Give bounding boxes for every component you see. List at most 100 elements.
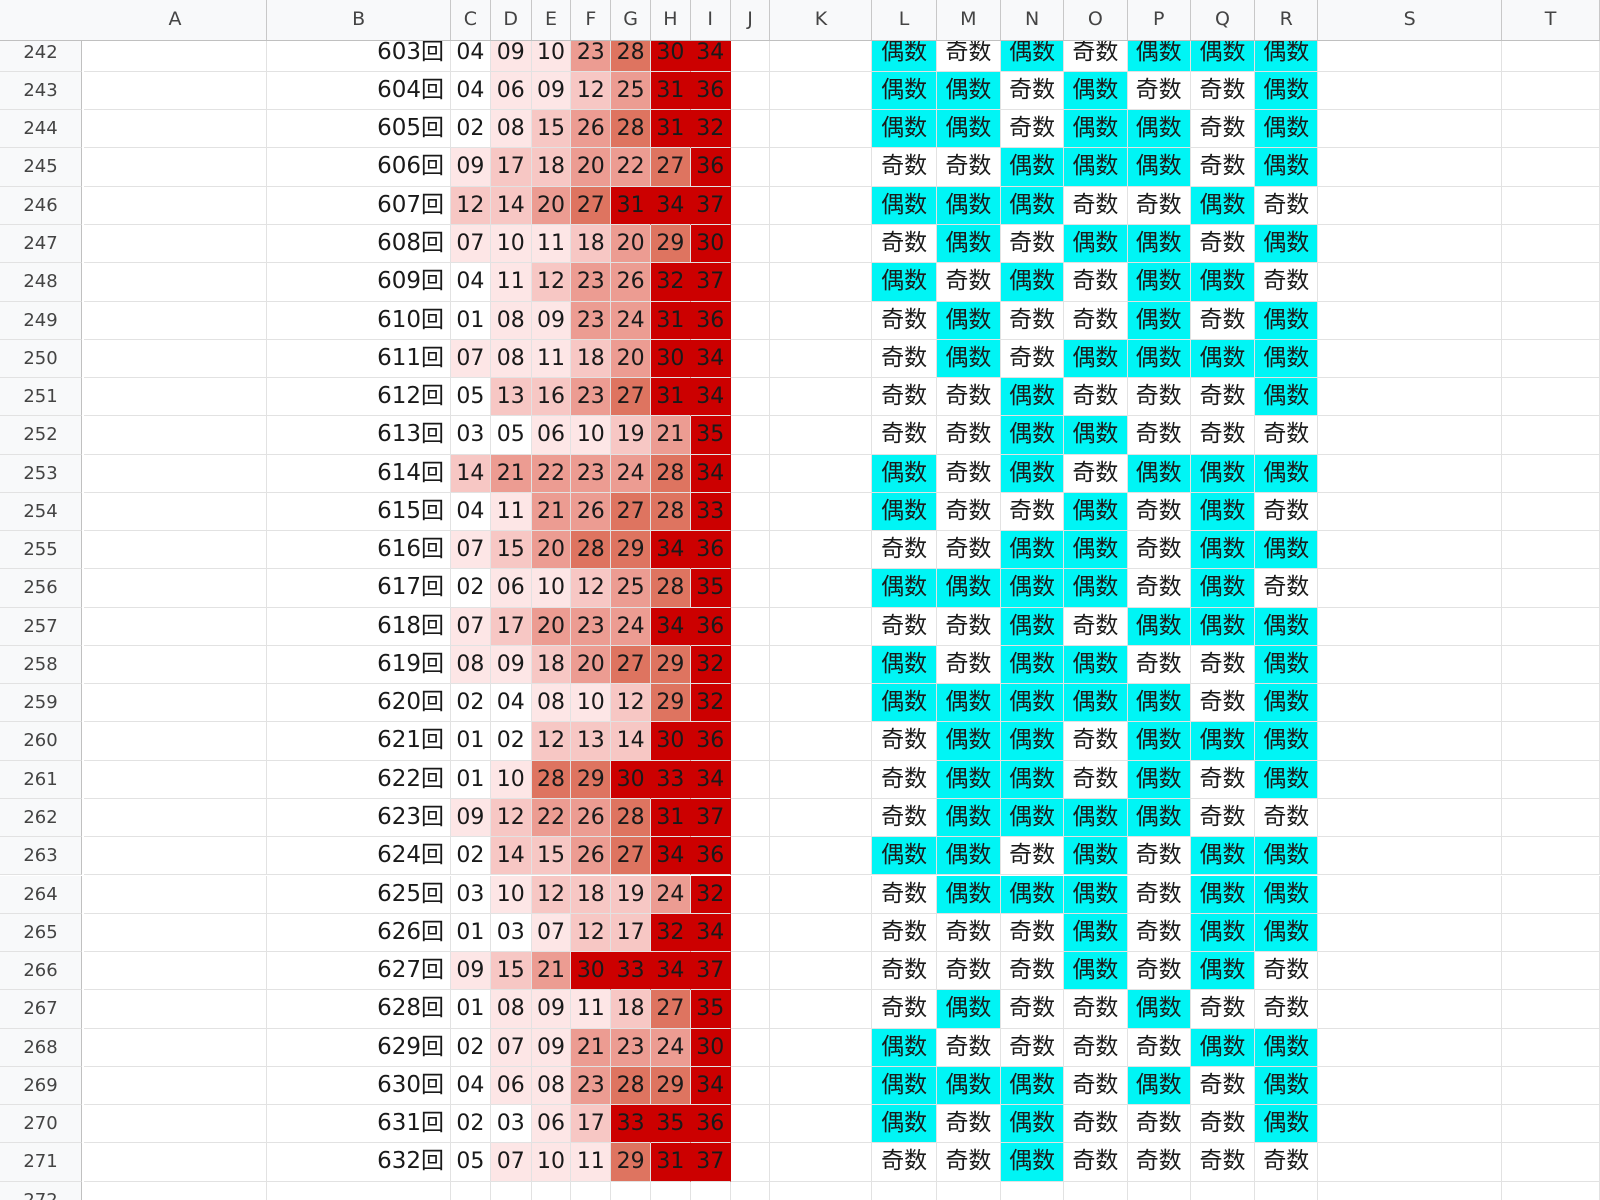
- cell-r[interactable]: 偶数: [1255, 607, 1319, 646]
- cell-m[interactable]: 偶数: [936, 990, 1002, 1029]
- cell-b[interactable]: 607回: [267, 186, 452, 225]
- cell-m[interactable]: 偶数: [936, 339, 1002, 379]
- cell-n[interactable]: 偶数: [1001, 378, 1065, 417]
- cell-s[interactable]: [1318, 339, 1503, 379]
- cell-q[interactable]: 偶数: [1190, 1028, 1256, 1067]
- cell-g[interactable]: 20: [611, 225, 651, 264]
- cell-t[interactable]: [1502, 913, 1600, 953]
- cell-k[interactable]: [770, 454, 873, 493]
- row-header[interactable]: 246: [0, 186, 82, 225]
- cell-c[interactable]: 01: [451, 990, 491, 1029]
- cell-m[interactable]: 奇数: [936, 416, 1002, 455]
- cell-h[interactable]: 27: [651, 990, 691, 1029]
- cell-q[interactable]: 偶数: [1190, 875, 1256, 914]
- cell-e[interactable]: 09: [531, 71, 572, 111]
- cell-b[interactable]: 621回: [267, 722, 452, 761]
- cell-g[interactable]: 27: [611, 837, 651, 876]
- row-header[interactable]: 269: [0, 1066, 82, 1106]
- cell-c[interactable]: 09: [451, 952, 491, 991]
- cell-a[interactable]: [83, 760, 268, 799]
- cell-g[interactable]: 24: [611, 454, 651, 493]
- cell-b[interactable]: 632回: [267, 1143, 452, 1182]
- cell-i[interactable]: 36: [690, 148, 731, 187]
- column-header-j[interactable]: J: [731, 0, 771, 40]
- cell-o[interactable]: 偶数: [1064, 645, 1128, 685]
- cell-t[interactable]: [1502, 339, 1600, 379]
- cell-k[interactable]: [770, 990, 873, 1029]
- cell-l[interactable]: 奇数: [872, 339, 937, 379]
- cell-l[interactable]: 偶数: [872, 684, 937, 723]
- cell-d[interactable]: 21: [490, 454, 532, 493]
- column-header-h[interactable]: H: [651, 0, 691, 40]
- cell-i[interactable]: 37: [690, 263, 731, 302]
- cell-r[interactable]: 偶数: [1255, 1066, 1319, 1106]
- column-header-m[interactable]: M: [937, 0, 1002, 40]
- cell-r[interactable]: [1255, 1181, 1319, 1200]
- cell-k[interactable]: [770, 1066, 873, 1106]
- cell-s[interactable]: [1318, 798, 1503, 838]
- cell-c[interactable]: 09: [451, 798, 491, 838]
- cell-i[interactable]: 36: [690, 531, 731, 570]
- cell-e[interactable]: 11: [531, 225, 572, 264]
- cell-a[interactable]: [83, 148, 268, 187]
- cell-a[interactable]: [83, 607, 268, 646]
- cell-p[interactable]: 奇数: [1127, 186, 1191, 225]
- cell-l[interactable]: 奇数: [872, 875, 937, 914]
- cell-g[interactable]: 26: [611, 263, 651, 302]
- cell-e[interactable]: 20: [531, 186, 572, 225]
- cell-h[interactable]: 30: [651, 339, 691, 379]
- cell-d[interactable]: 10: [490, 875, 532, 914]
- column-header-l[interactable]: L: [872, 0, 937, 40]
- cell-o[interactable]: 奇数: [1064, 990, 1128, 1029]
- cell-m[interactable]: 偶数: [936, 1066, 1002, 1106]
- cell-o[interactable]: 奇数: [1064, 1066, 1128, 1106]
- cell-i[interactable]: 36: [690, 1105, 731, 1144]
- cell-f[interactable]: 18: [571, 875, 612, 914]
- cell-l[interactable]: 奇数: [872, 378, 937, 417]
- cell-s[interactable]: [1318, 913, 1503, 953]
- cell-p[interactable]: 奇数: [1127, 645, 1191, 685]
- cell-g[interactable]: 27: [611, 645, 651, 685]
- row-header[interactable]: 262: [0, 798, 82, 838]
- cell-j[interactable]: [730, 186, 771, 225]
- cell-i[interactable]: 35: [690, 569, 731, 608]
- cell-r[interactable]: 奇数: [1255, 416, 1319, 455]
- row-header[interactable]: 251: [0, 378, 82, 417]
- cell-n[interactable]: [1001, 1181, 1065, 1200]
- cell-q[interactable]: 奇数: [1190, 645, 1256, 685]
- cell-t[interactable]: [1502, 148, 1600, 187]
- cell-p[interactable]: 偶数: [1127, 1066, 1191, 1106]
- cell-o[interactable]: 偶数: [1064, 71, 1128, 111]
- cell-a[interactable]: [83, 645, 268, 685]
- cell-m[interactable]: 偶数: [936, 110, 1002, 149]
- cell-r[interactable]: 偶数: [1255, 454, 1319, 493]
- cell-p[interactable]: 偶数: [1127, 301, 1191, 340]
- cell-a[interactable]: [83, 1105, 268, 1144]
- cell-b[interactable]: 609回: [267, 263, 452, 302]
- cell-o[interactable]: 偶数: [1064, 148, 1128, 187]
- cell-g[interactable]: 22: [611, 148, 651, 187]
- cell-t[interactable]: [1502, 492, 1600, 532]
- cell-n[interactable]: 奇数: [1001, 952, 1065, 991]
- cell-o[interactable]: 奇数: [1064, 760, 1128, 799]
- row-header[interactable]: 263: [0, 837, 82, 876]
- cell-j[interactable]: [730, 148, 771, 187]
- cell-l[interactable]: 偶数: [872, 454, 937, 493]
- cell-n[interactable]: 偶数: [1001, 148, 1065, 187]
- cell-l[interactable]: 偶数: [872, 1066, 937, 1106]
- cell-n[interactable]: 偶数: [1001, 454, 1065, 493]
- cell-g[interactable]: 17: [611, 913, 651, 953]
- cell-h[interactable]: 31: [651, 378, 691, 417]
- cell-b[interactable]: 619回: [267, 645, 452, 685]
- cell-c[interactable]: 02: [451, 1028, 491, 1067]
- cell-d[interactable]: 03: [490, 1105, 532, 1144]
- cell-n[interactable]: 奇数: [1001, 492, 1065, 532]
- cell-o[interactable]: 偶数: [1064, 684, 1128, 723]
- cell-d[interactable]: 06: [490, 1066, 532, 1106]
- cell-l[interactable]: 奇数: [872, 148, 937, 187]
- cell-o[interactable]: 偶数: [1064, 875, 1128, 914]
- cell-j[interactable]: [730, 416, 771, 455]
- cell-r[interactable]: 奇数: [1255, 569, 1319, 608]
- cell-d[interactable]: 11: [490, 263, 532, 302]
- cell-q[interactable]: 偶数: [1190, 722, 1256, 761]
